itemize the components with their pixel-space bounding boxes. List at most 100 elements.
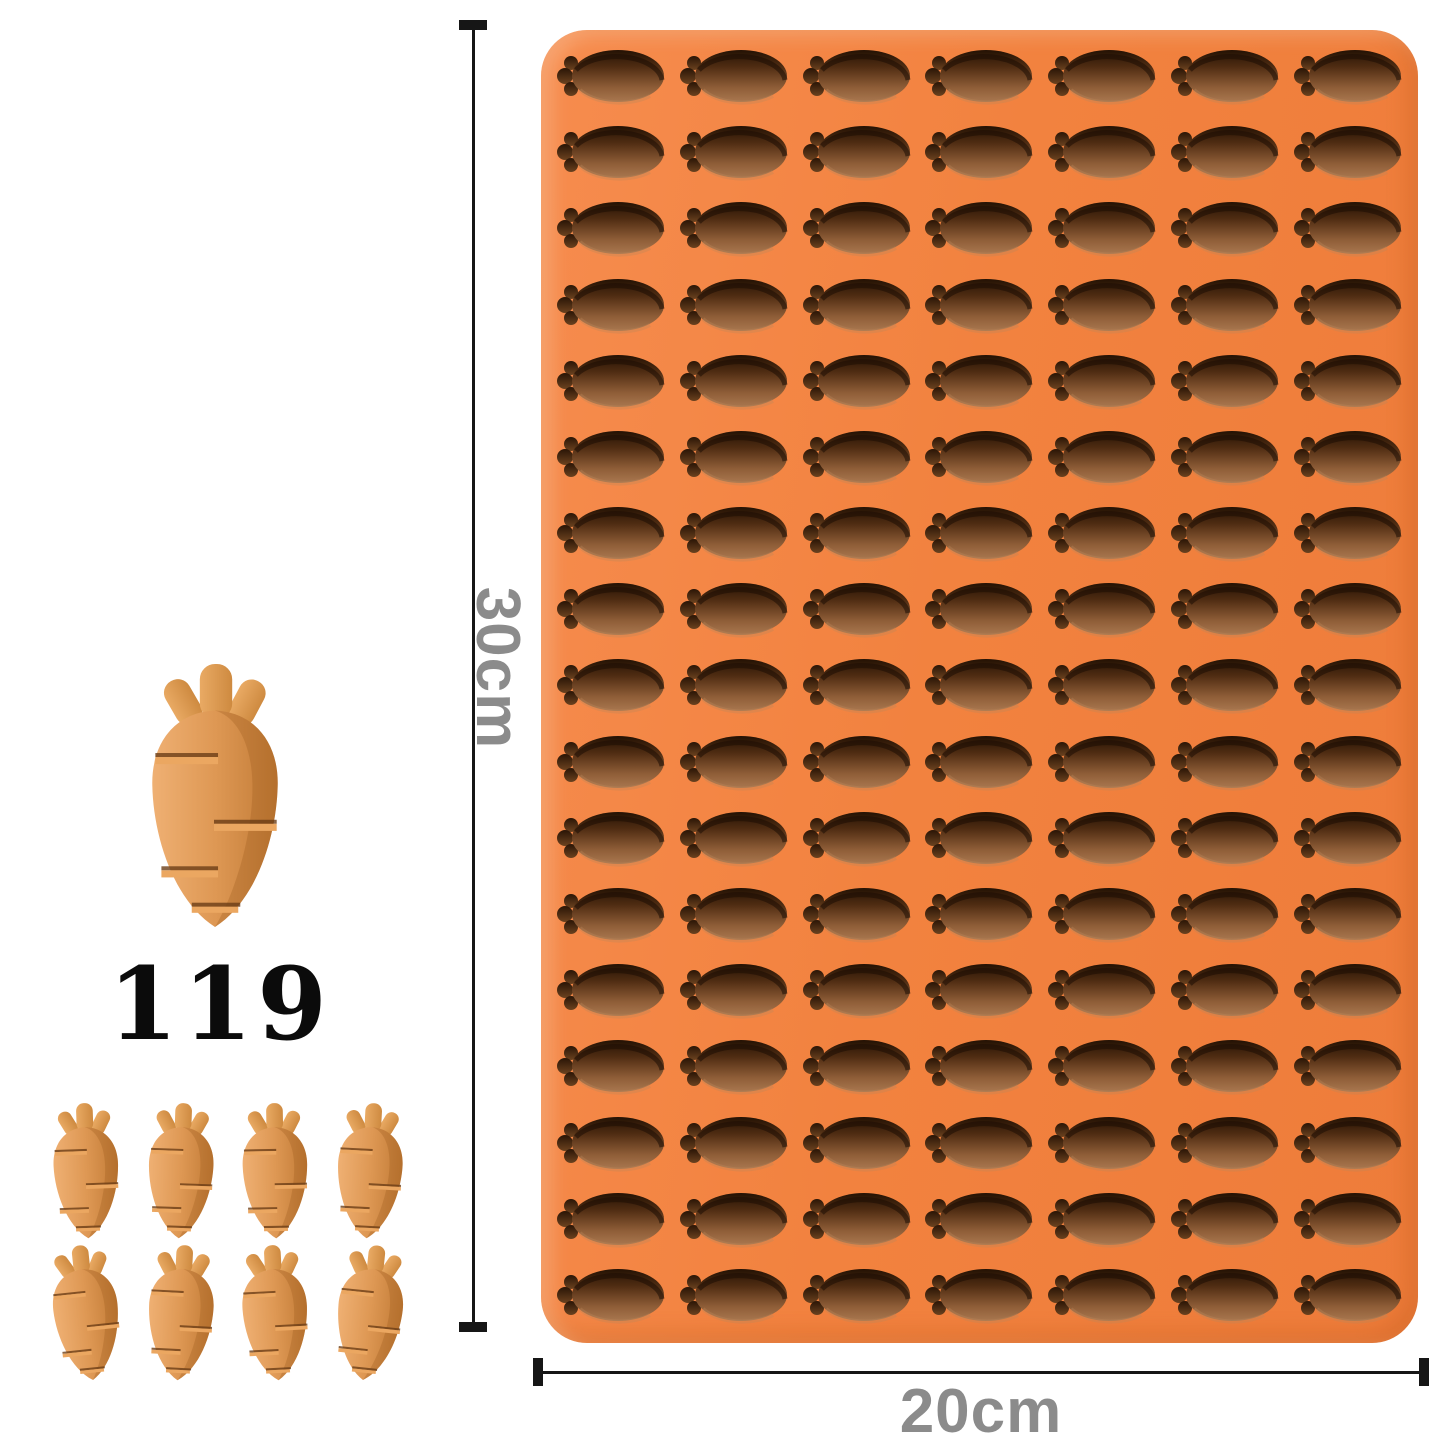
cavity-leaf-icon — [1055, 1046, 1070, 1061]
cavity-inner-shadow — [942, 587, 1033, 614]
cavity-leaf-icon — [1170, 829, 1187, 846]
carrot-cavity — [925, 278, 1033, 334]
cavity-leaf-icon — [564, 1224, 579, 1239]
height-dim-line — [472, 26, 475, 1328]
cavity-leaf-icon — [1300, 767, 1315, 782]
cavity-leaf-icon — [687, 1300, 702, 1315]
carrot-cavity — [557, 964, 665, 1019]
cavity-inner-shadow — [1188, 815, 1279, 843]
cavity-leaf-icon — [687, 1072, 702, 1087]
carrot-cavity — [1170, 583, 1279, 638]
cavity-inner-shadow — [574, 511, 665, 538]
carrot-cavity — [1048, 1116, 1156, 1172]
cavity-leaf-icon — [557, 1058, 574, 1075]
carrot-cavity — [557, 278, 665, 334]
cavity-leaf-icon — [680, 296, 697, 313]
cavity-leaf-icon — [564, 741, 579, 756]
cavity-inner-shadow — [1310, 282, 1402, 310]
cavity-inner-shadow — [1188, 206, 1279, 234]
cavity-leaf-icon — [680, 220, 697, 237]
cavity-inner-highlight — [1192, 240, 1265, 257]
cavity-leaf-icon — [1055, 1122, 1070, 1137]
cavity-inner-shadow — [1065, 1273, 1156, 1300]
carrot-cavity — [1170, 964, 1279, 1019]
cavity-inner-highlight — [947, 393, 1020, 410]
cavity-leaf-icon — [1177, 1300, 1192, 1315]
cavity-inner-highlight — [701, 850, 774, 867]
carrot-cavity — [680, 50, 788, 105]
cavity-inner-highlight — [701, 164, 774, 181]
cavity-leaf-icon — [1300, 158, 1315, 173]
cavity-leaf-icon — [1293, 1210, 1310, 1227]
cavity-inner-shadow — [819, 282, 911, 310]
cavity-inner-highlight — [824, 926, 897, 943]
cavity-leaf-icon — [1177, 56, 1192, 71]
cavity-leaf-icon — [1177, 310, 1192, 325]
cavity-inner-shadow — [574, 968, 665, 995]
cavity-leaf-icon — [557, 220, 574, 237]
cavity-leaf-icon — [1048, 220, 1065, 237]
carrot-cavity — [925, 583, 1033, 638]
cavity-leaf-icon — [1177, 996, 1192, 1011]
cavity-inner-shadow — [819, 968, 911, 995]
cavity-leaf-icon — [1048, 296, 1065, 313]
cavity-leaf-icon — [1048, 982, 1065, 999]
cavity-inner-highlight — [1192, 545, 1265, 562]
carrot-cavity — [1048, 1040, 1156, 1095]
cavity-leaf-icon — [932, 1274, 947, 1289]
cavity-leaf-icon — [687, 158, 702, 173]
cavity-inner-shadow — [574, 54, 665, 81]
cavity-leaf-icon — [1055, 310, 1070, 325]
cavity-inner-highlight — [824, 621, 897, 638]
cavity-leaf-icon — [1293, 220, 1310, 237]
cavity-inner-highlight — [824, 850, 897, 867]
cavity-inner-shadow — [1065, 206, 1156, 234]
cavity-inner-shadow — [1310, 1273, 1402, 1300]
cavity-leaf-icon — [925, 372, 942, 389]
cavity-inner-shadow — [1310, 130, 1402, 157]
cavity-leaf-icon — [557, 68, 574, 85]
cavity-leaf-icon — [1177, 589, 1192, 604]
cavity-leaf-icon — [809, 82, 824, 97]
cavity-inner-shadow — [697, 54, 788, 81]
cavity-leaf-icon — [1293, 829, 1310, 846]
cavity-leaf-icon — [687, 208, 702, 223]
carrot-cavity — [1293, 811, 1402, 867]
cavity-leaf-icon — [932, 513, 947, 528]
cavity-inner-highlight — [1315, 545, 1388, 562]
carrot-cavity — [802, 354, 911, 410]
cavity-inner-highlight — [1192, 393, 1265, 410]
cavity-leaf-icon — [1300, 386, 1315, 401]
cavity-leaf-icon — [687, 1122, 702, 1137]
carrot-cavity — [1293, 50, 1402, 105]
cavity-leaf-icon — [932, 894, 947, 909]
carrot-cavity — [802, 507, 911, 562]
cavity-leaf-icon — [1293, 601, 1310, 618]
height-dim-bottom-cap — [459, 1322, 487, 1332]
cavity-leaf-icon — [687, 539, 702, 554]
cavity-inner-highlight — [1315, 1231, 1388, 1248]
cavity-leaf-icon — [1055, 665, 1070, 680]
cavity-inner-highlight — [701, 697, 774, 715]
cavity-inner-shadow — [942, 206, 1033, 234]
cavity-leaf-icon — [687, 386, 702, 401]
cavity-inner-shadow — [1065, 54, 1156, 81]
cavity-leaf-icon — [1300, 310, 1315, 325]
cavity-leaf-icon — [680, 1058, 697, 1075]
cavity-leaf-icon — [557, 1134, 574, 1151]
cavity-inner-highlight — [1192, 469, 1265, 486]
cavity-leaf-icon — [1293, 448, 1310, 465]
carrot-cavity — [1293, 964, 1402, 1019]
cavity-inner-shadow — [1310, 1196, 1402, 1224]
cavity-leaf-icon — [564, 920, 579, 935]
cavity-leaf-icon — [809, 996, 824, 1011]
cavity-leaf-icon — [687, 894, 702, 909]
carrot-cavity — [1293, 1192, 1402, 1248]
cavity-inner-shadow — [942, 358, 1033, 386]
cavity-leaf-icon — [809, 1198, 824, 1213]
carrot-cavity — [802, 888, 911, 943]
cavity-inner-shadow — [697, 1120, 788, 1148]
cavity-inner-shadow — [1065, 739, 1156, 767]
cavity-leaf-icon — [1055, 589, 1070, 604]
cavity-leaf-icon — [1300, 665, 1315, 680]
